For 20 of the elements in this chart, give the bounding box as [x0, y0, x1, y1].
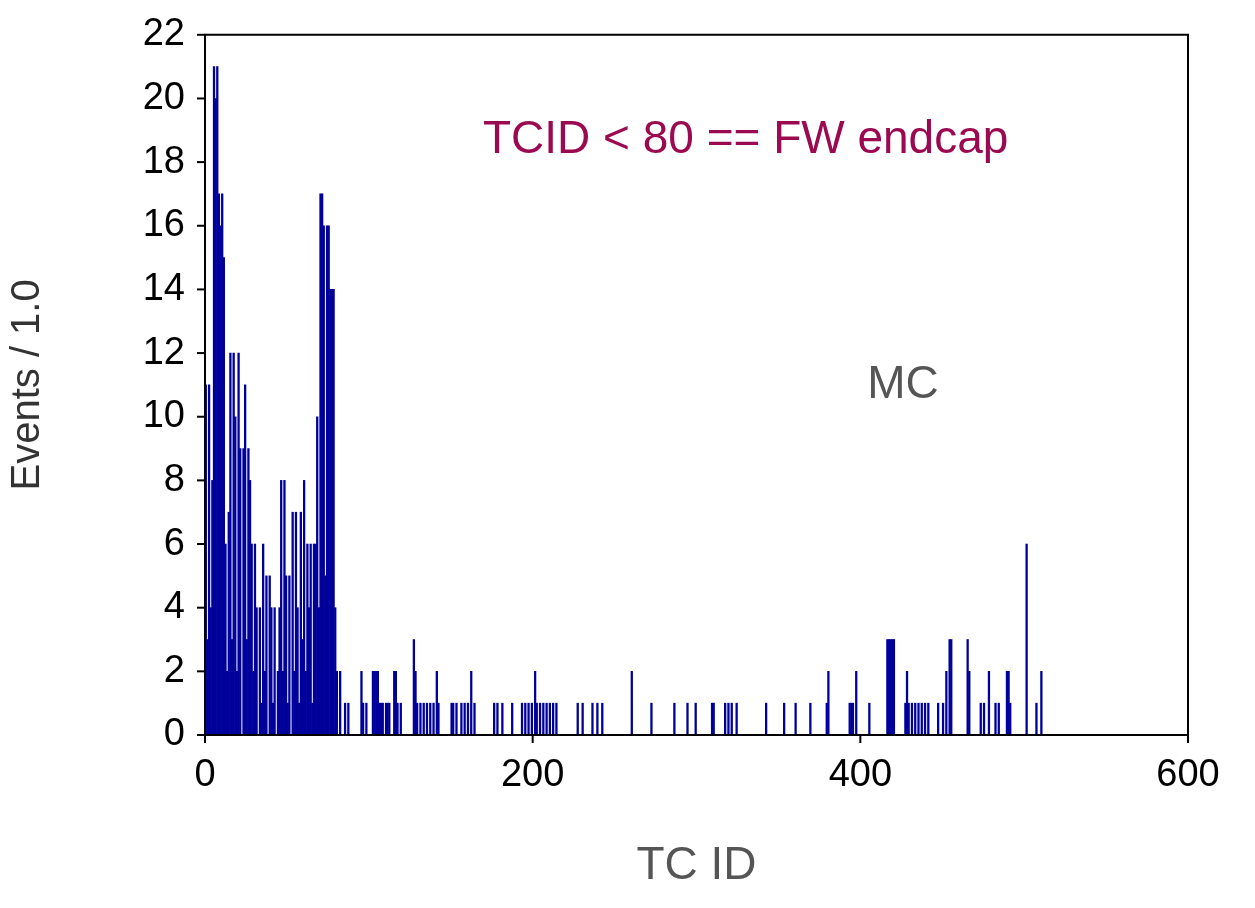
- y-tick-label: 2: [163, 647, 185, 690]
- annotation: MC: [867, 355, 939, 408]
- x-tick-label: 200: [500, 752, 565, 795]
- x-axis-title: TC ID: [636, 837, 757, 890]
- x-tick-label: 400: [828, 752, 893, 795]
- y-tick-label: 4: [163, 584, 185, 627]
- annotation: TCID < 80 == FW endcap: [482, 110, 1009, 163]
- y-tick-label: 8: [163, 456, 185, 499]
- y-tick-label: 10: [142, 393, 185, 436]
- y-axis-title: Events / 1.0: [3, 279, 48, 491]
- x-tick-label: 600: [1156, 752, 1220, 795]
- y-tick-label: 6: [163, 520, 185, 563]
- y-tick-label: 0: [163, 711, 185, 754]
- y-tick-label: 14: [142, 265, 185, 308]
- y-tick-label: 20: [142, 74, 185, 117]
- y-tick-label: 12: [142, 329, 185, 372]
- x-tick-label: 0: [194, 752, 216, 795]
- y-tick-label: 16: [142, 202, 185, 245]
- y-tick-label: 18: [142, 138, 185, 181]
- y-tick-label: 22: [142, 11, 185, 54]
